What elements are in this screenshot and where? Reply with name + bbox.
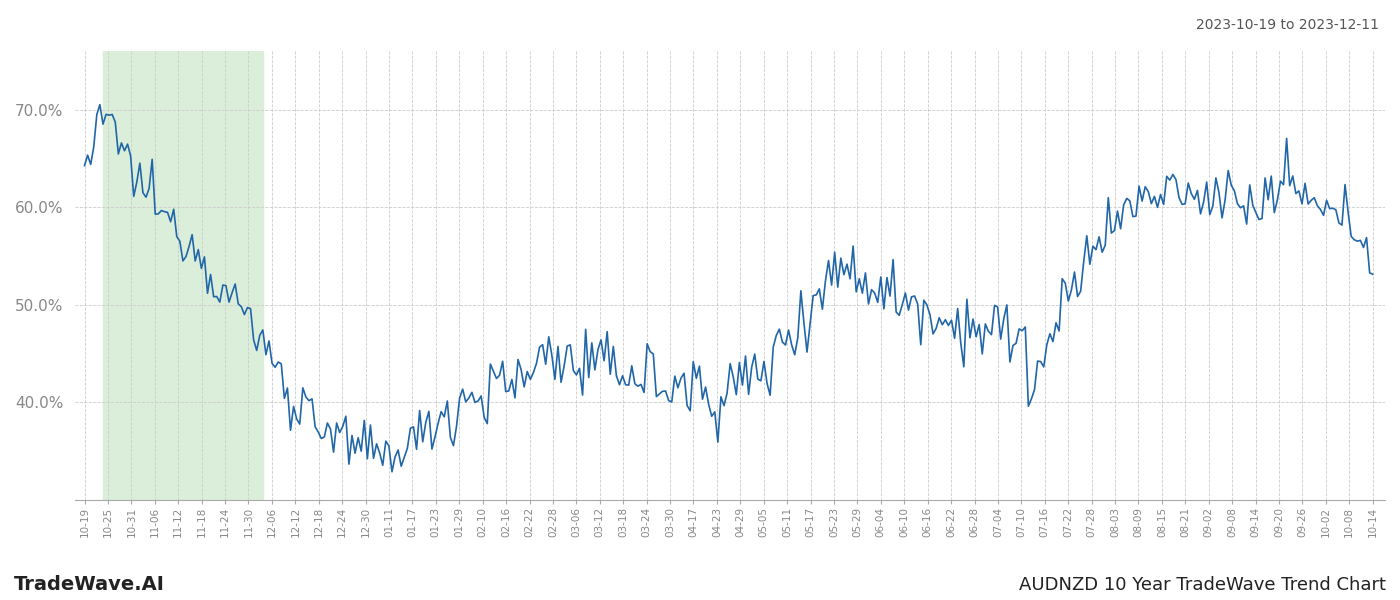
Text: AUDNZD 10 Year TradeWave Trend Chart: AUDNZD 10 Year TradeWave Trend Chart [1019, 576, 1386, 594]
Bar [104, 51, 263, 500]
Text: TradeWave.AI: TradeWave.AI [14, 575, 165, 594]
Text: 2023-10-19 to 2023-12-11: 2023-10-19 to 2023-12-11 [1196, 18, 1379, 32]
